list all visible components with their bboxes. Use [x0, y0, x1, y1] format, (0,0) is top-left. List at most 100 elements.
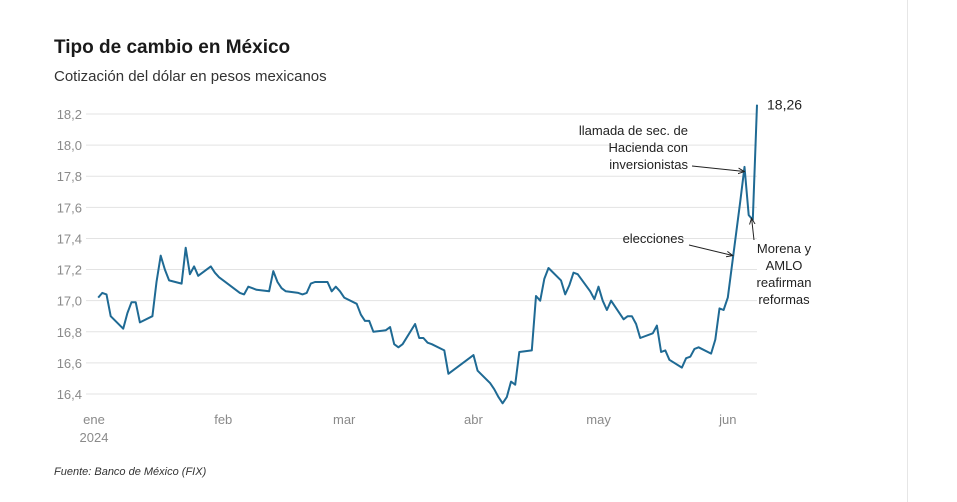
source-note: Fuente: Banco de México (FIX) — [54, 466, 207, 478]
data-point — [159, 253, 163, 257]
data-point — [121, 326, 125, 330]
data-point — [496, 395, 500, 399]
data-point — [359, 312, 363, 316]
data-point — [179, 281, 183, 285]
y-tick-label: 16,4 — [57, 387, 82, 402]
data-point — [417, 336, 421, 340]
y-tick-label: 16,6 — [57, 356, 82, 371]
data-point — [692, 347, 696, 351]
data-point — [680, 365, 684, 369]
data-point — [505, 395, 509, 399]
data-point — [634, 322, 638, 326]
data-point — [517, 350, 521, 354]
data-point — [534, 294, 538, 298]
data-point — [354, 302, 358, 306]
data-point — [421, 336, 425, 340]
data-point — [254, 288, 258, 292]
data-point — [396, 345, 400, 349]
data-point — [96, 295, 100, 299]
data-point — [367, 319, 371, 323]
annotations: 18,26 llamada de sec. de Hacienda con inver… — [579, 97, 812, 307]
annotation-arrow — [691, 165, 744, 172]
data-point — [601, 298, 605, 302]
data-point — [138, 320, 142, 324]
data-point — [638, 336, 642, 340]
data-point — [726, 295, 730, 299]
data-point — [721, 308, 725, 312]
y-tick-label: 17,0 — [57, 294, 82, 309]
data-point — [538, 298, 542, 302]
data-point — [188, 272, 192, 276]
data-point — [626, 314, 630, 318]
data-point — [746, 213, 750, 217]
data-point — [296, 291, 300, 295]
x-tick-label: jun — [718, 412, 736, 427]
data-point — [605, 308, 609, 312]
data-point — [163, 267, 167, 271]
data-point — [430, 342, 434, 346]
chart-title: Tipo de cambio en México — [54, 37, 291, 58]
data-point — [300, 292, 304, 296]
data-point — [500, 401, 504, 405]
data-point — [596, 284, 600, 288]
annotation-text: llamada de sec. de — [579, 123, 688, 138]
data-point — [209, 264, 213, 268]
annotation-text: elecciones — [623, 231, 685, 246]
data-point — [713, 337, 717, 341]
grid-lines — [86, 113, 757, 395]
data-point — [559, 278, 563, 282]
x-tick-label: may — [586, 412, 611, 427]
data-point — [342, 295, 346, 299]
data-point — [513, 382, 517, 386]
data-point — [221, 278, 225, 282]
data-point — [338, 289, 342, 293]
data-point — [154, 280, 158, 284]
annotation-text: Morena y — [757, 241, 812, 256]
data-point — [684, 356, 688, 360]
data-point — [588, 289, 592, 293]
y-axis-ticks: 18,2 18,0 17,8 17,6 17,4 17,2 17,0 16,8 16,6 16,4 — [57, 107, 82, 402]
y-tick-label: 18,2 — [57, 107, 82, 122]
data-point — [609, 298, 613, 302]
annotation-arrow — [752, 218, 754, 241]
data-point — [663, 348, 667, 352]
data-point — [696, 345, 700, 349]
data-point — [329, 289, 333, 293]
data-point — [446, 372, 450, 376]
data-point — [388, 325, 392, 329]
data-point — [542, 277, 546, 281]
data-point — [755, 102, 759, 106]
data-point — [184, 246, 188, 250]
data-point — [592, 297, 596, 301]
data-point — [509, 379, 513, 383]
data-point — [563, 292, 567, 296]
data-point — [313, 280, 317, 284]
y-tick-label: 17,8 — [57, 169, 82, 184]
data-point — [571, 270, 575, 274]
series-layer — [96, 102, 759, 405]
annotation-text: reformas — [758, 292, 810, 307]
data-point — [492, 387, 496, 391]
data-point — [400, 342, 404, 346]
data-point — [621, 317, 625, 321]
data-point — [334, 284, 338, 288]
data-point — [659, 350, 663, 354]
data-point — [271, 269, 275, 273]
data-point — [709, 351, 713, 355]
annotation-arrow — [688, 244, 733, 256]
data-point — [246, 284, 250, 288]
data-point — [325, 280, 329, 284]
last-value-label: 18,26 — [767, 97, 802, 113]
y-tick-label: 17,2 — [57, 263, 82, 278]
data-point — [371, 330, 375, 334]
x-tick-label: abr — [464, 412, 483, 427]
data-point — [530, 348, 534, 352]
data-point — [667, 358, 671, 362]
y-tick-label: 17,6 — [57, 200, 82, 215]
data-point — [688, 354, 692, 358]
data-point — [133, 300, 137, 304]
data-point — [304, 291, 308, 295]
data-point — [284, 289, 288, 293]
data-point — [567, 283, 571, 287]
x-tick-label: feb — [214, 412, 232, 427]
